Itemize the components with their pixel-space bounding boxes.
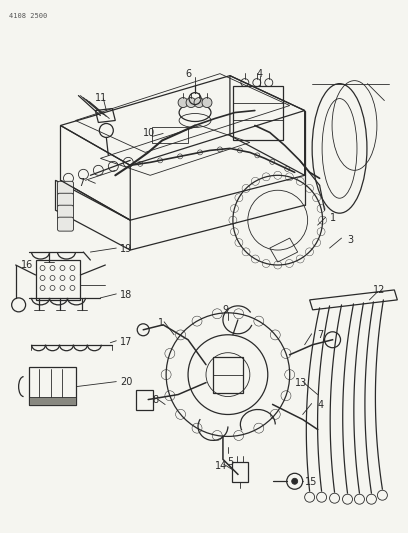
Text: 17: 17 — [120, 337, 133, 347]
Text: 10: 10 — [143, 128, 155, 139]
Text: 19: 19 — [120, 244, 133, 254]
FancyBboxPatch shape — [58, 181, 73, 195]
Text: 6: 6 — [185, 69, 191, 79]
Polygon shape — [29, 397, 76, 405]
Text: 11: 11 — [95, 93, 108, 102]
Text: 4: 4 — [257, 69, 263, 79]
Circle shape — [202, 98, 212, 108]
Text: 8: 8 — [152, 394, 158, 405]
Text: 20: 20 — [120, 377, 133, 386]
Circle shape — [186, 98, 196, 108]
Circle shape — [292, 478, 298, 484]
Text: 1: 1 — [158, 318, 164, 328]
Text: 9: 9 — [222, 305, 228, 315]
Text: 7: 7 — [78, 179, 85, 188]
Text: 1: 1 — [330, 213, 336, 223]
Text: 16: 16 — [21, 260, 33, 270]
Text: 18: 18 — [120, 290, 133, 300]
FancyBboxPatch shape — [58, 217, 73, 231]
Circle shape — [194, 98, 204, 108]
FancyBboxPatch shape — [58, 193, 73, 207]
Text: 13: 13 — [295, 377, 307, 387]
Text: 5: 5 — [227, 457, 233, 467]
Text: 4: 4 — [317, 400, 324, 409]
Text: 4108 2500: 4108 2500 — [9, 13, 47, 19]
FancyBboxPatch shape — [58, 205, 73, 219]
Text: 7: 7 — [317, 330, 324, 340]
Text: 12: 12 — [373, 285, 386, 295]
Text: 3: 3 — [348, 235, 354, 245]
Text: 14: 14 — [215, 462, 227, 471]
Circle shape — [178, 98, 188, 108]
Text: 15: 15 — [305, 477, 317, 487]
